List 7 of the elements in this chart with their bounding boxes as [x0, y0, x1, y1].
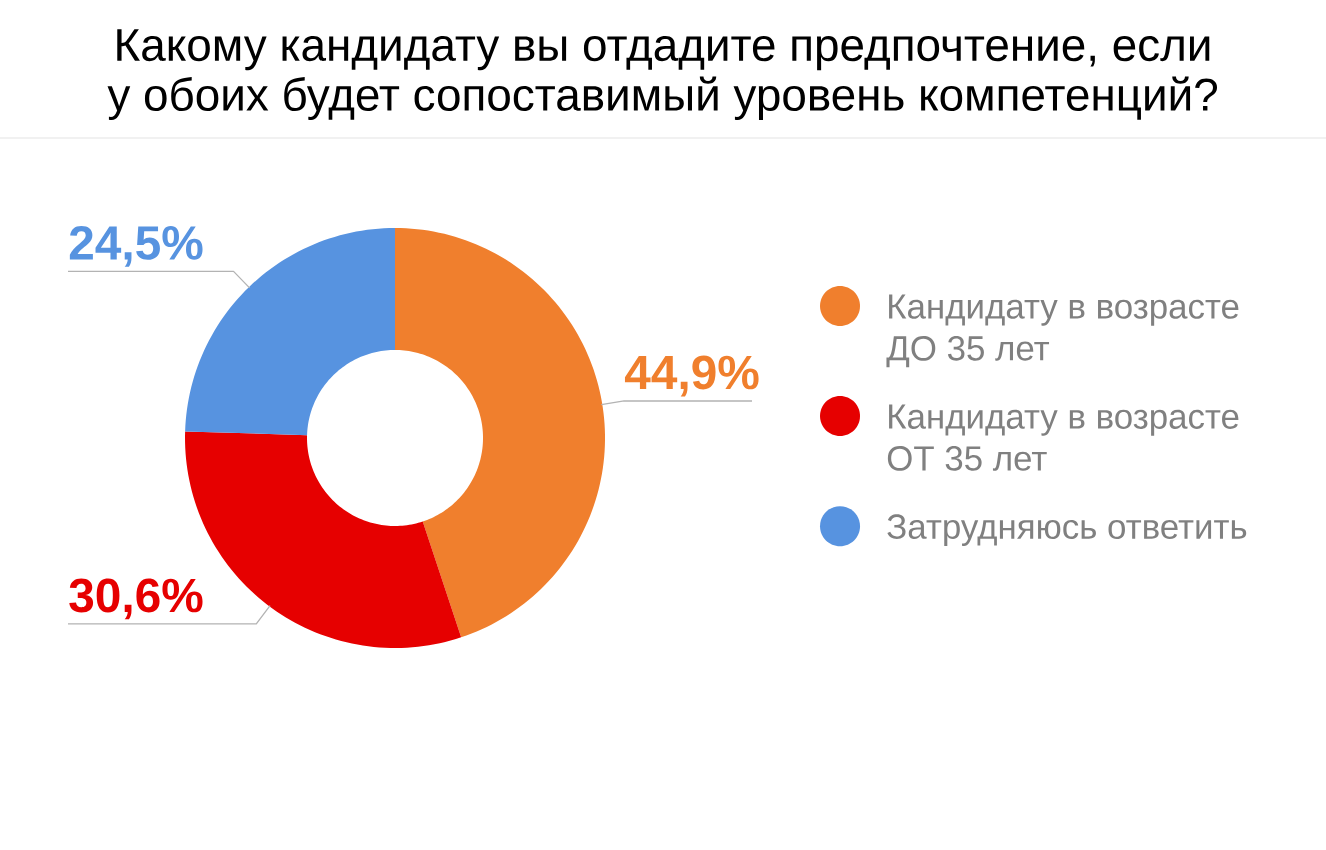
data-label: 24,5%: [69, 225, 203, 267]
legend-label: Кандидату в возрасте ДО 35 лет: [886, 294, 1239, 368]
data-label: 44,9%: [624, 355, 759, 397]
data-label: 30,6%: [69, 578, 203, 620]
legend-label: Затрудняюсь ответить: [887, 514, 1247, 546]
legend-label: Кандидату в возрасте ОТ 35 лет: [887, 404, 1239, 471]
chart-title: Какому кандидату вы отдадите предпочтение, если у обоих будет сопоставимый уровень компетенций?: [107, 29, 1218, 121]
